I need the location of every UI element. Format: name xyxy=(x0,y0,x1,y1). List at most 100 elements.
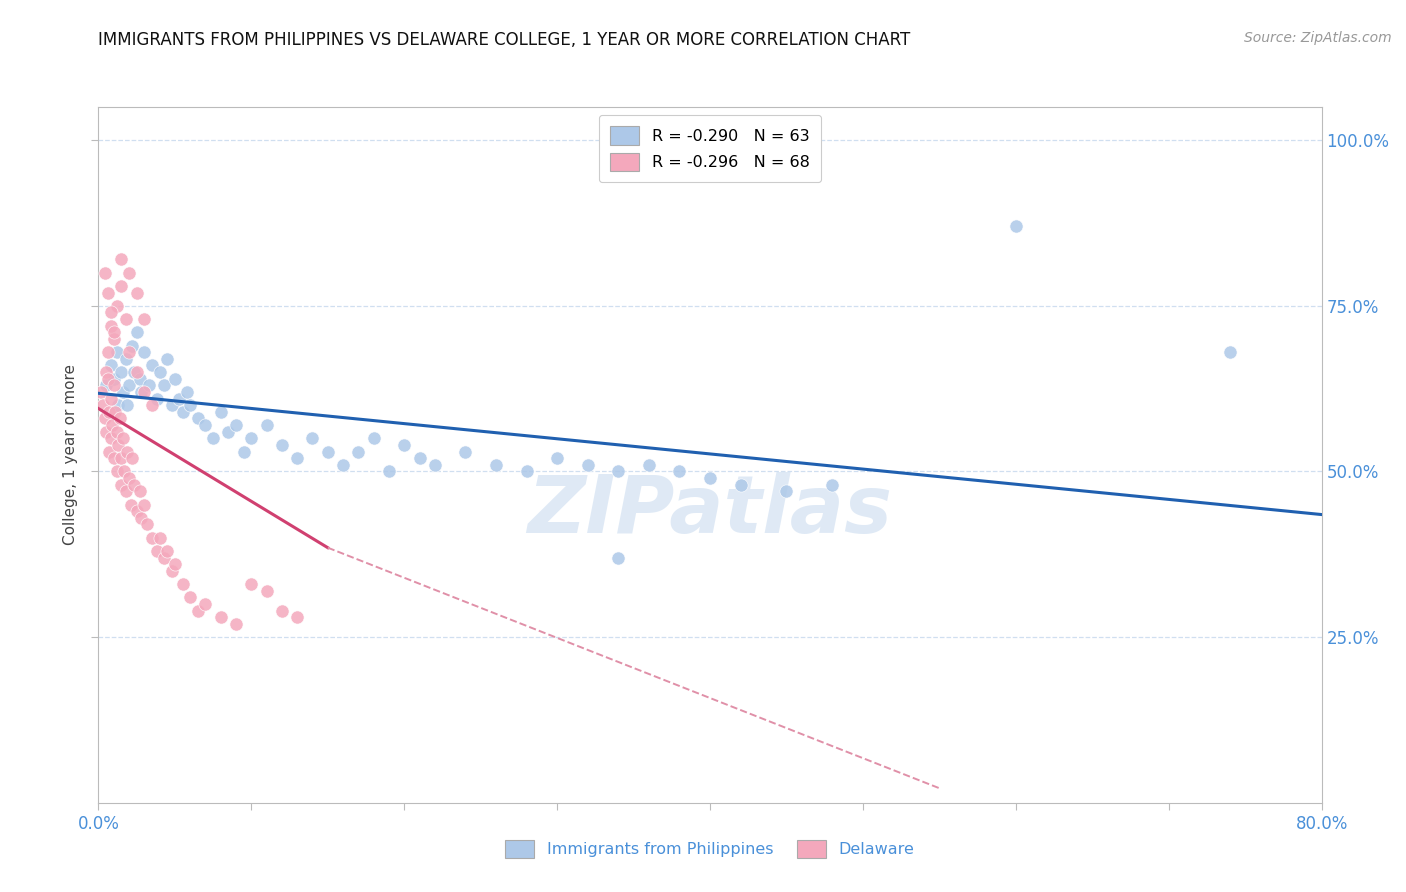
Point xyxy=(105,345,128,359)
Point xyxy=(163,372,186,386)
Point xyxy=(125,504,148,518)
Point xyxy=(153,378,176,392)
Text: ZIPatlas: ZIPatlas xyxy=(527,472,893,549)
Point xyxy=(100,431,122,445)
Point xyxy=(301,431,323,445)
Point xyxy=(240,577,263,591)
Point xyxy=(103,451,125,466)
Point xyxy=(136,517,159,532)
Point xyxy=(118,471,141,485)
Point xyxy=(163,558,186,572)
Point xyxy=(363,431,385,445)
Point xyxy=(107,398,129,412)
Point xyxy=(105,425,128,439)
Point xyxy=(125,326,148,340)
Point xyxy=(128,484,150,499)
Point xyxy=(347,444,370,458)
Point xyxy=(94,425,117,439)
Point xyxy=(128,372,150,386)
Point xyxy=(160,398,183,412)
Point xyxy=(156,351,179,366)
Point xyxy=(156,544,179,558)
Point xyxy=(108,411,131,425)
Point xyxy=(105,465,128,479)
Point xyxy=(94,378,117,392)
Point xyxy=(194,418,217,433)
Point xyxy=(97,345,120,359)
Legend: Immigrants from Philippines, Delaware: Immigrants from Philippines, Delaware xyxy=(499,833,921,864)
Point xyxy=(110,365,132,379)
Point xyxy=(240,431,263,445)
Point xyxy=(607,465,630,479)
Point xyxy=(141,531,163,545)
Point xyxy=(112,465,135,479)
Point xyxy=(110,252,132,267)
Point xyxy=(169,392,191,406)
Point xyxy=(668,465,690,479)
Point xyxy=(100,392,122,406)
Point xyxy=(423,458,446,472)
Point xyxy=(121,451,143,466)
Point xyxy=(232,444,254,458)
Point xyxy=(115,312,138,326)
Point xyxy=(134,384,156,399)
Point xyxy=(149,365,172,379)
Point xyxy=(607,550,630,565)
Point xyxy=(209,610,232,624)
Point xyxy=(134,312,156,326)
Point xyxy=(172,405,194,419)
Point xyxy=(1004,219,1026,234)
Point xyxy=(98,444,121,458)
Point xyxy=(179,398,201,412)
Point xyxy=(118,345,141,359)
Point xyxy=(160,564,183,578)
Point xyxy=(117,398,139,412)
Point xyxy=(104,405,127,419)
Y-axis label: College, 1 year or more: College, 1 year or more xyxy=(63,365,79,545)
Point xyxy=(107,438,129,452)
Point xyxy=(485,458,508,472)
Point xyxy=(821,477,844,491)
Point xyxy=(129,384,152,399)
Text: IMMIGRANTS FROM PHILIPPINES VS DELAWARE COLLEGE, 1 YEAR OR MORE CORRELATION CHAR: IMMIGRANTS FROM PHILIPPINES VS DELAWARE … xyxy=(98,31,911,49)
Point xyxy=(103,326,125,340)
Point xyxy=(141,398,163,412)
Point xyxy=(118,266,141,280)
Text: Source: ZipAtlas.com: Source: ZipAtlas.com xyxy=(1244,31,1392,45)
Point xyxy=(270,438,292,452)
Point xyxy=(117,444,139,458)
Point xyxy=(122,477,145,491)
Point xyxy=(730,477,752,491)
Point xyxy=(129,511,152,525)
Point xyxy=(118,378,141,392)
Point xyxy=(454,444,477,458)
Point xyxy=(145,392,167,406)
Point xyxy=(122,365,145,379)
Point xyxy=(187,604,209,618)
Point xyxy=(103,378,125,392)
Point xyxy=(194,597,217,611)
Point xyxy=(110,477,132,491)
Point xyxy=(285,451,308,466)
Point xyxy=(100,359,122,373)
Point xyxy=(141,359,163,373)
Point xyxy=(176,384,198,399)
Point xyxy=(225,616,247,631)
Point xyxy=(93,266,115,280)
Point xyxy=(187,411,209,425)
Point xyxy=(120,498,142,512)
Point xyxy=(91,398,114,412)
Point xyxy=(115,484,138,499)
Point xyxy=(138,378,160,392)
Point xyxy=(392,438,416,452)
Point xyxy=(111,384,134,399)
Point xyxy=(110,279,132,293)
Point xyxy=(516,465,538,479)
Point xyxy=(103,372,125,386)
Point xyxy=(775,484,797,499)
Point xyxy=(637,458,661,472)
Point xyxy=(101,418,124,433)
Point xyxy=(408,451,430,466)
Point xyxy=(125,285,148,300)
Point xyxy=(90,384,112,399)
